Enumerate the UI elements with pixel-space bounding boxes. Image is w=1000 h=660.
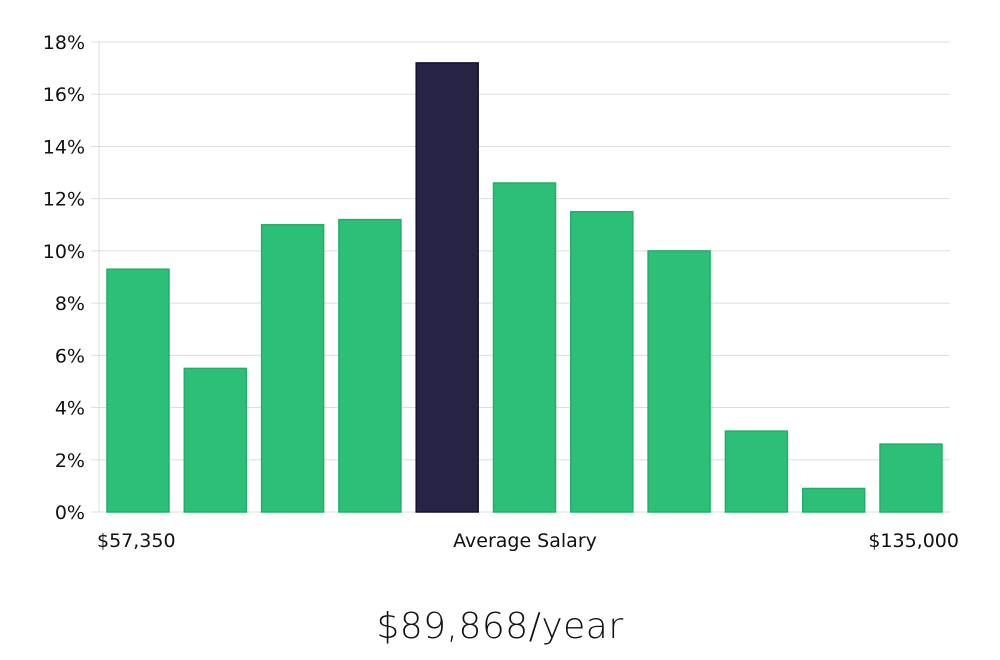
bar [492, 182, 557, 513]
y-tick-label: 2% [55, 450, 85, 472]
y-tick-label: 10% [43, 241, 85, 263]
y-tick-label: 0% [55, 502, 85, 524]
y-tick-label: 16% [43, 84, 85, 106]
bar [570, 210, 634, 513]
bar [183, 367, 248, 513]
x-label-max: $135,000 [868, 530, 959, 552]
bar [879, 443, 943, 513]
y-tick-label: 4% [55, 398, 85, 420]
bar-average-salary [415, 62, 479, 513]
bar [647, 250, 711, 513]
bar [106, 268, 170, 513]
bar [260, 224, 325, 513]
x-label-average: Average Salary [453, 530, 597, 552]
y-tick-label: 8% [55, 293, 85, 315]
bar [801, 487, 866, 513]
salary-histogram: 0% 2% 4% 6% 8% 10% 12% 14% 16% 18% $57,350 Averag… [43, 32, 959, 552]
y-tick-label: 14% [43, 136, 85, 158]
y-tick-label: 6% [55, 345, 85, 367]
y-tick-label: 18% [43, 32, 85, 54]
bar [724, 430, 789, 513]
y-axis: 0% 2% 4% 6% 8% 10% 12% 14% 16% 18% [43, 32, 99, 524]
x-label-min: $57,350 [97, 530, 176, 552]
bar [338, 218, 402, 513]
y-tick-label: 12% [43, 189, 85, 211]
bars [106, 62, 943, 513]
average-salary-headline: $89,868/year [376, 606, 624, 647]
